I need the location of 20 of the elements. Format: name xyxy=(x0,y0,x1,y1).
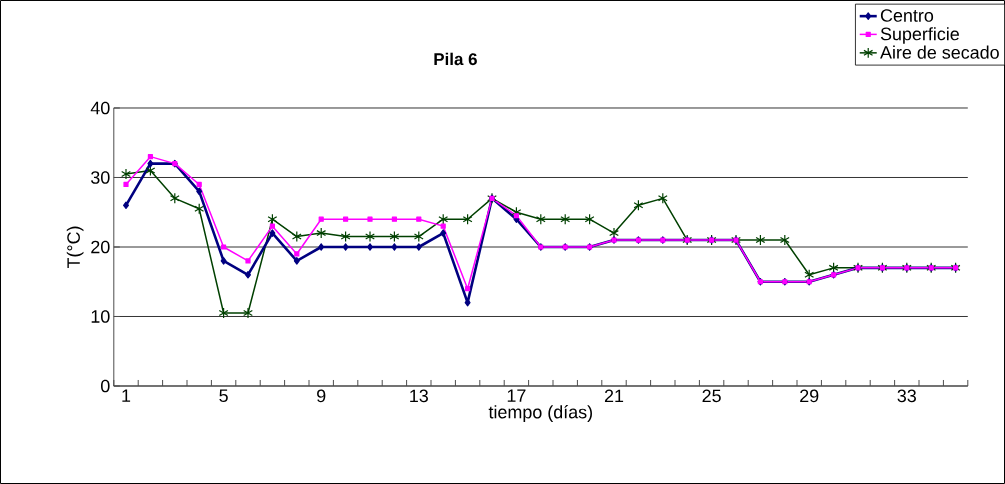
y-tick-label: 0 xyxy=(101,379,110,393)
x-tick-label: 13 xyxy=(410,389,428,403)
x-tick-label: 17 xyxy=(507,389,526,402)
y-axis-title: T(°C) xyxy=(66,226,84,269)
x-tick-label: 9 xyxy=(317,389,326,403)
x-tick-label: 21 xyxy=(604,389,624,403)
legend-label: Superficie xyxy=(880,27,959,44)
chart-title: Pila 6 xyxy=(434,52,477,66)
y-tick-label: 30 xyxy=(91,171,110,184)
y-tick-label: 10 xyxy=(91,310,110,323)
x-tick-label: 25 xyxy=(702,389,721,403)
legend-label: Centro xyxy=(880,9,934,22)
x-tick-label: 29 xyxy=(800,389,819,403)
legend-label: Aire de secado xyxy=(880,45,999,59)
x-tick-label: 1 xyxy=(122,389,131,402)
y-tick-label: 20 xyxy=(91,240,110,254)
x-tick-label: 33 xyxy=(897,389,916,403)
x-tick-label: 5 xyxy=(219,389,228,403)
x-axis-title: tiempo (días) xyxy=(488,405,592,422)
y-tick-label: 40 xyxy=(90,101,110,115)
